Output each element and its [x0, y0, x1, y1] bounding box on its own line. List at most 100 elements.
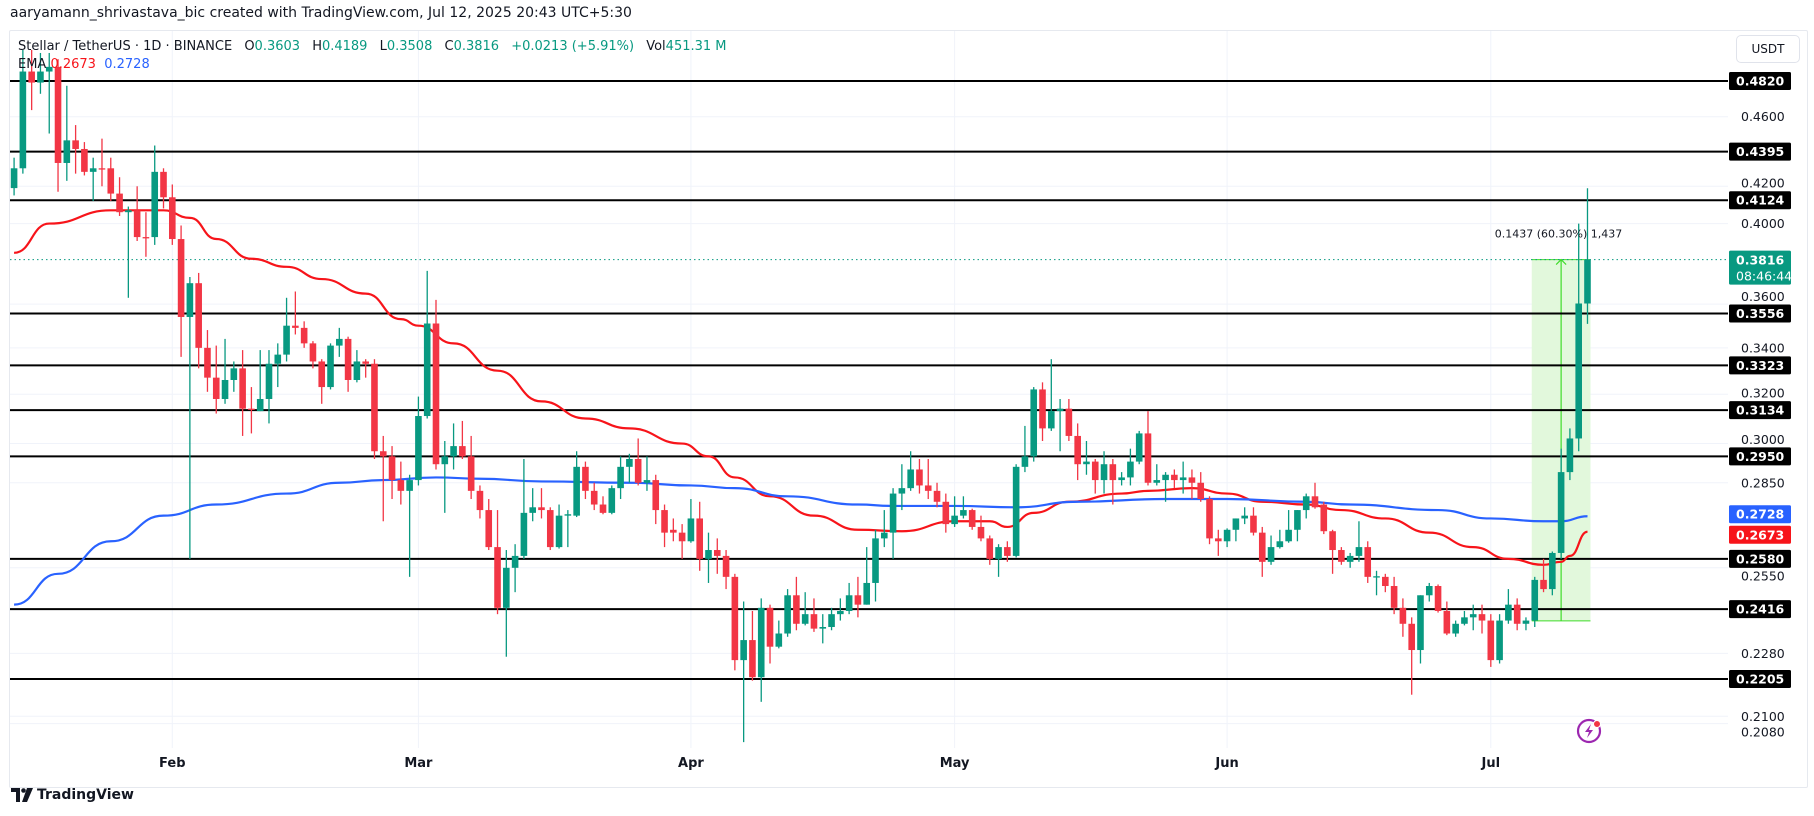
candle-body	[1522, 620, 1530, 624]
price-axis-ticks[interactable]: 0.4600 0.4200 0.4000 0.3600 0.3400 0.3200 0.30…	[1741, 109, 1785, 739]
candle-body	[1566, 438, 1574, 473]
candle	[230, 361, 238, 392]
candle-body	[177, 239, 185, 317]
candle-body	[678, 532, 686, 542]
ema-label: EMA	[18, 57, 47, 72]
time-axis[interactable]: Feb Mar Apr May Jun Jul	[159, 756, 1500, 771]
candle	[195, 272, 202, 369]
candle	[1012, 464, 1020, 558]
low-value: 0.3508	[386, 39, 433, 54]
candle-body	[1531, 579, 1539, 621]
candle-body	[880, 532, 888, 539]
horizontal-levels[interactable]	[10, 80, 1728, 680]
candle	[1127, 448, 1134, 486]
level-price-label-text: 0.2205	[1736, 671, 1784, 686]
chart-legend: Stellar / TetherUS · 1D · BINANCE O0.360…	[18, 38, 727, 56]
candle-body	[169, 197, 176, 240]
candle-body	[441, 456, 449, 465]
candle	[740, 601, 747, 743]
ema-fast-price-label: 0.2673	[1729, 525, 1791, 544]
candle	[151, 145, 159, 245]
candle	[951, 496, 958, 527]
candle-body	[582, 466, 589, 491]
candle	[1487, 614, 1495, 667]
candle	[608, 485, 616, 515]
candle	[494, 510, 501, 615]
currency-button[interactable]: USDT	[1736, 35, 1800, 63]
candle	[529, 488, 536, 522]
candle	[54, 59, 62, 192]
price-axis[interactable]: 0.4820 0.4395 0.4124 0.3556 0.3323 0.3134 0.29…	[1729, 72, 1792, 688]
candle	[1188, 469, 1196, 500]
candle	[160, 168, 167, 209]
candle-body	[1540, 579, 1547, 590]
volume-value: 451.31 M	[665, 39, 727, 54]
ema-lines	[13, 209, 1588, 606]
candle	[63, 85, 71, 181]
candle	[441, 440, 449, 513]
candle-body	[160, 171, 167, 198]
symbol-title[interactable]: Stellar / TetherUS · 1D · BINANCE	[18, 39, 233, 54]
candle	[1135, 430, 1143, 465]
candle-body	[617, 466, 624, 489]
y-tick-label: 0.3000	[1741, 432, 1785, 447]
candle-body	[555, 515, 563, 548]
candle	[661, 504, 668, 548]
candle-body	[1373, 576, 1380, 578]
level-price-label: 0.3134	[1729, 401, 1791, 420]
candle	[423, 270, 431, 419]
candle-body	[1434, 586, 1442, 611]
candle-body	[1338, 550, 1345, 562]
candle	[1373, 570, 1380, 596]
candle-body	[731, 576, 739, 661]
candle-body	[248, 408, 255, 410]
candle	[670, 518, 677, 542]
candle	[731, 573, 739, 671]
y-tick-label: 0.2080	[1741, 724, 1785, 739]
candle-body	[1250, 515, 1257, 533]
candle-body	[924, 485, 932, 491]
candle-body	[1048, 411, 1055, 429]
tradingview-logo[interactable]: TradingView	[11, 787, 134, 803]
ema-legend[interactable]: EMA 0.2673 0.2728	[18, 57, 150, 72]
candle	[1557, 448, 1565, 559]
candle-body	[459, 446, 466, 457]
candle-body	[1100, 464, 1108, 481]
candle-body	[749, 640, 756, 678]
candle	[186, 277, 194, 559]
change-value: +0.0213 (+5.91%)	[511, 39, 635, 54]
candle	[116, 177, 123, 216]
y-tick-label: 0.2100	[1741, 709, 1785, 724]
candle-body	[1021, 456, 1029, 467]
candle-body	[599, 504, 607, 513]
candle-body	[1417, 595, 1424, 651]
candle	[766, 604, 774, 664]
candle-body	[1118, 477, 1125, 481]
candle-body	[1461, 617, 1468, 624]
level-price-label-bg	[1729, 669, 1791, 688]
candle-body	[98, 168, 106, 170]
candle	[986, 535, 994, 565]
candle	[793, 576, 800, 631]
candle-body	[239, 368, 246, 409]
candle	[353, 350, 361, 383]
candle	[546, 507, 554, 551]
candle	[1074, 423, 1081, 481]
candle-body	[283, 325, 290, 355]
volume-label: Vol	[646, 39, 666, 54]
lightning-icon[interactable]	[1576, 718, 1602, 744]
candle	[19, 49, 27, 174]
level-price-label: 0.4820	[1729, 72, 1791, 90]
candle	[107, 157, 115, 201]
candle-body	[626, 458, 633, 467]
level-price-label: 0.4124	[1729, 191, 1791, 210]
candle	[1478, 604, 1486, 634]
candle-body	[485, 510, 493, 548]
candle	[1039, 382, 1046, 441]
x-tick-label: Mar	[404, 756, 433, 771]
candle	[520, 458, 528, 559]
candle-body	[292, 325, 299, 328]
candle	[1549, 551, 1556, 596]
